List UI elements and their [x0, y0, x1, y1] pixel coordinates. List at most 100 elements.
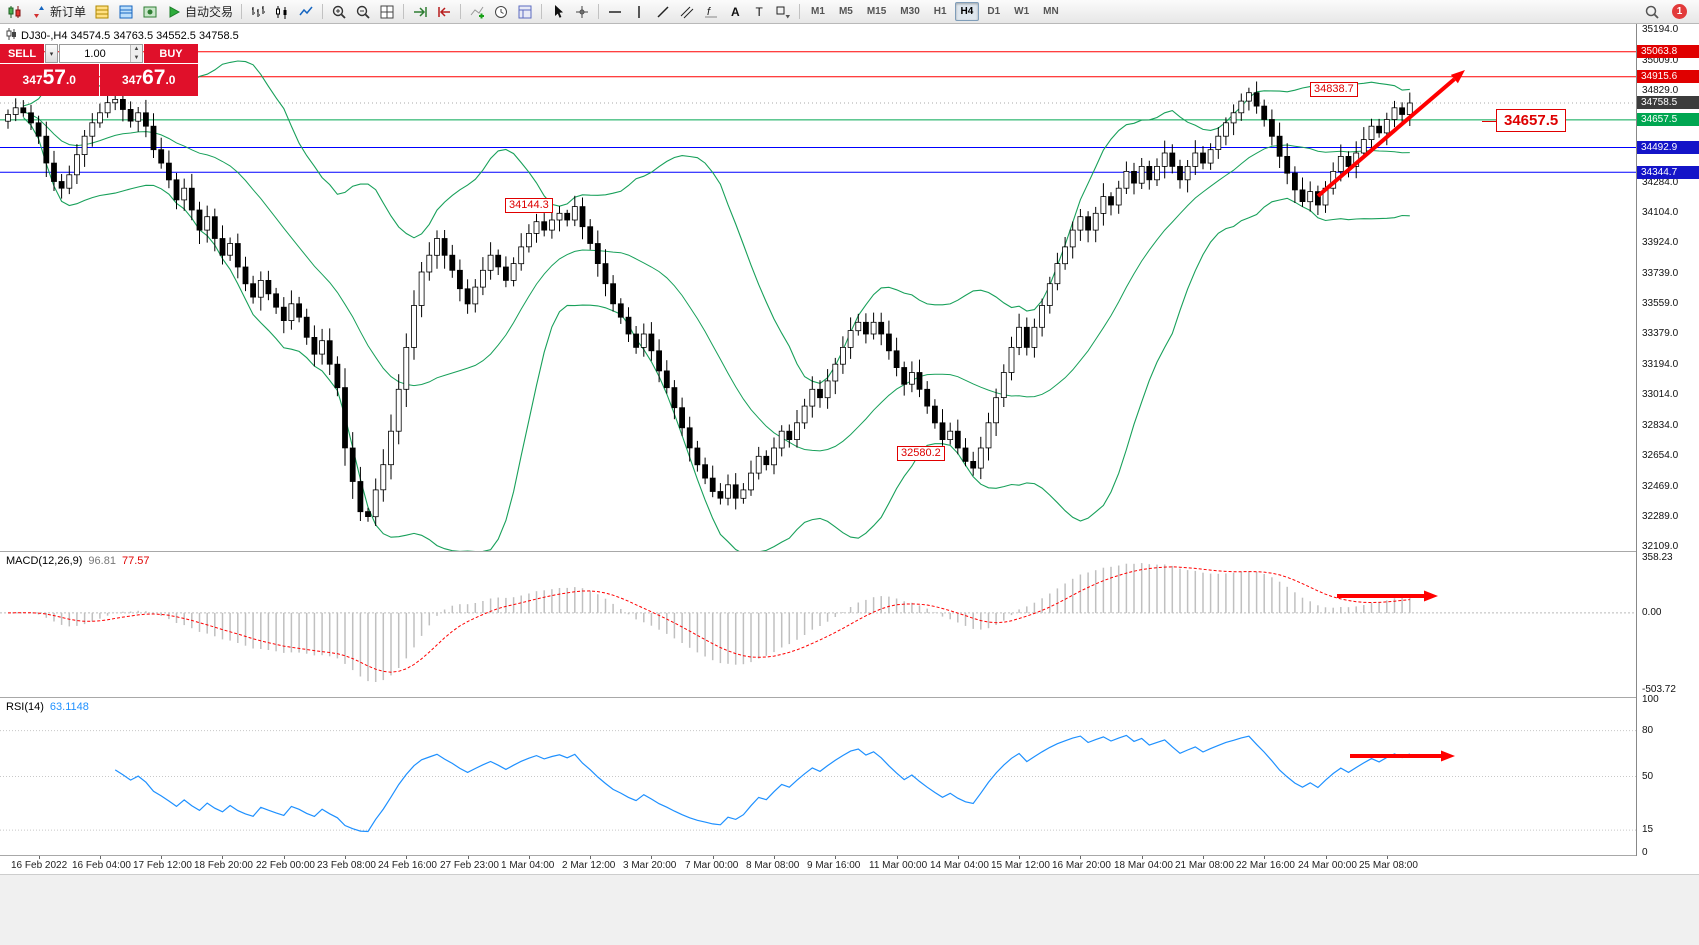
periods-icon[interactable]: [490, 2, 512, 22]
price-axis-label: 33924.0: [1642, 237, 1679, 248]
indicators-icon[interactable]: [466, 2, 488, 22]
cursor-icon[interactable]: [547, 2, 569, 22]
timeframe-m5[interactable]: M5: [838, 6, 853, 17]
toolbar-separator: [241, 4, 243, 19]
price-axis-label: 32834.0: [1642, 420, 1679, 431]
macd-indicator-label: MACD(12,26,9) 96.81 77.57: [6, 555, 150, 567]
templates-icon[interactable]: [514, 2, 536, 22]
price-axis-label: 33739.0: [1642, 268, 1679, 279]
time-axis-label: 27 Feb 23:00: [440, 856, 499, 871]
volume-input[interactable]: [60, 45, 130, 62]
toolbar-separator: [322, 4, 324, 19]
trendline-icon[interactable]: [652, 2, 674, 22]
macd-axis-label: -503.72: [1642, 684, 1676, 695]
price-axis-label: 34829.0: [1642, 85, 1679, 96]
timeframe-mn[interactable]: MN: [1043, 6, 1059, 17]
time-axis-label: 11 Mar 00:00: [869, 856, 928, 871]
time-axis-label: 18 Mar 04:00: [1114, 856, 1173, 871]
panel-divider: [0, 855, 1699, 856]
crosshair-icon[interactable]: [571, 2, 593, 22]
time-axis-label: 23 Feb 08:00: [317, 856, 376, 871]
symbol-ohlc-text: DJ30-,H4 34574.5 34763.5 34552.5 34758.5: [21, 29, 239, 42]
shapes-icon[interactable]: [772, 2, 794, 22]
timeframe-m15[interactable]: M15: [866, 6, 887, 17]
main-chart-canvas[interactable]: [0, 24, 1636, 551]
macd-panel-canvas[interactable]: [0, 552, 1636, 697]
price-axis-label: 33559.0: [1642, 298, 1679, 309]
time-axis-label: 16 Feb 04:00: [72, 856, 131, 871]
auto-scroll-icon[interactable]: [409, 2, 431, 22]
search-icon[interactable]: [1641, 2, 1663, 22]
price-axis-label: 33194.0: [1642, 359, 1679, 370]
data-window-icon[interactable]: [115, 2, 137, 22]
zoom-out-icon[interactable]: [352, 2, 374, 22]
new-order-button[interactable]: 新订单: [28, 2, 89, 22]
svg-text:T: T: [756, 5, 764, 19]
rsi-panel-canvas[interactable]: [0, 698, 1636, 855]
buy-price: 347: [122, 73, 143, 87]
time-axis-label: 8 Mar 08:00: [746, 856, 800, 871]
fibonacci-icon[interactable]: f: [700, 2, 722, 22]
candlestick-chart-icon[interactable]: [271, 2, 293, 22]
buy-button[interactable]: BUY: [144, 44, 198, 63]
time-axis-label: 24 Mar 00:00: [1298, 856, 1357, 871]
chart-window[interactable]: DJ30-,H4 34574.5 34763.5 34552.5 34758.5…: [0, 24, 1699, 945]
timeframe-d1[interactable]: D1: [987, 6, 1001, 17]
timeframe-m1[interactable]: M1: [811, 6, 825, 17]
autotrading-button[interactable]: 自动交易: [163, 2, 236, 22]
text-icon[interactable]: A: [724, 2, 746, 22]
macd-axis-label: 358.23: [1642, 552, 1673, 563]
svg-text:A: A: [731, 5, 740, 19]
market-watch-icon[interactable]: [91, 2, 113, 22]
toolbar-separator: [541, 4, 543, 19]
new-chart-icon[interactable]: [4, 2, 26, 22]
timeframe-h1[interactable]: H1: [933, 6, 947, 17]
navigator-icon[interactable]: [139, 2, 161, 22]
toolbar-separator: [460, 4, 462, 19]
toolbar-separator: [403, 4, 405, 19]
line-chart-icon[interactable]: [295, 2, 317, 22]
toolbar: 新订单 自动交易 f A T M1 M5 M15 M30 H1 H4 D1 W1 MN 1: [0, 0, 1699, 24]
price-axis-label: 33379.0: [1642, 328, 1679, 339]
volume-up-icon[interactable]: ▲: [131, 45, 142, 54]
price-line-tag: 34657.5: [1637, 113, 1699, 126]
toolbar-right-icons: 1: [1641, 2, 1695, 22]
horizontal-line-icon[interactable]: [604, 2, 626, 22]
zoom-in-icon[interactable]: [328, 2, 350, 22]
volume-down-icon[interactable]: ▼: [131, 53, 142, 62]
tile-windows-icon[interactable]: [376, 2, 398, 22]
channel-icon[interactable]: [676, 2, 698, 22]
sell-price-box[interactable]: 347 57.0: [0, 64, 99, 96]
price-axis-label: 32289.0: [1642, 511, 1679, 522]
price-axis[interactable]: 35194.035009.034829.034649.034469.034284…: [1636, 24, 1699, 858]
price-axis-label: 35009.0: [1642, 55, 1679, 66]
time-axis-label: 24 Feb 16:00: [378, 856, 437, 871]
symbol-icon: [6, 28, 16, 43]
notification-badge[interactable]: 1: [1672, 4, 1687, 19]
price-axis-label: 32654.0: [1642, 450, 1679, 461]
timeframe-m30[interactable]: M30: [900, 6, 920, 17]
time-axis[interactable]: 16 Feb 2022 16 Feb 04:00 17 Feb 12:00 18 Fe…: [0, 856, 1636, 874]
buy-price-box[interactable]: 347 67.0: [99, 64, 198, 96]
time-axis-label: 15 Mar 12:00: [991, 856, 1050, 871]
chart-shift-icon[interactable]: [433, 2, 455, 22]
label-icon[interactable]: T: [748, 2, 770, 22]
timeframe-w1[interactable]: W1: [1014, 6, 1030, 17]
sell-button[interactable]: SELL: [0, 44, 44, 63]
vertical-line-icon[interactable]: [628, 2, 650, 22]
price-line-tag: 34344.7: [1637, 166, 1699, 179]
panel-divider[interactable]: [0, 697, 1699, 698]
bar-chart-icon[interactable]: [247, 2, 269, 22]
price-axis-label: 35194.0: [1642, 24, 1679, 35]
rsi-indicator-label: RSI(14) 63.1148: [6, 701, 89, 713]
time-axis-label: 17 Feb 12:00: [133, 856, 192, 871]
timeframe-h4[interactable]: H4: [954, 2, 980, 21]
time-axis-label: 7 Mar 00:00: [685, 856, 739, 871]
rsi-axis-label: 80: [1642, 725, 1654, 736]
panel-divider[interactable]: [0, 551, 1699, 552]
price-axis-label: 32469.0: [1642, 481, 1679, 492]
order-type-dropdown-icon[interactable]: ▾: [45, 44, 58, 63]
price-line-tag: 34915.6: [1637, 70, 1699, 83]
price-axis-label: 34284.0: [1642, 177, 1679, 188]
price-line-tag: 35063.8: [1637, 45, 1699, 58]
